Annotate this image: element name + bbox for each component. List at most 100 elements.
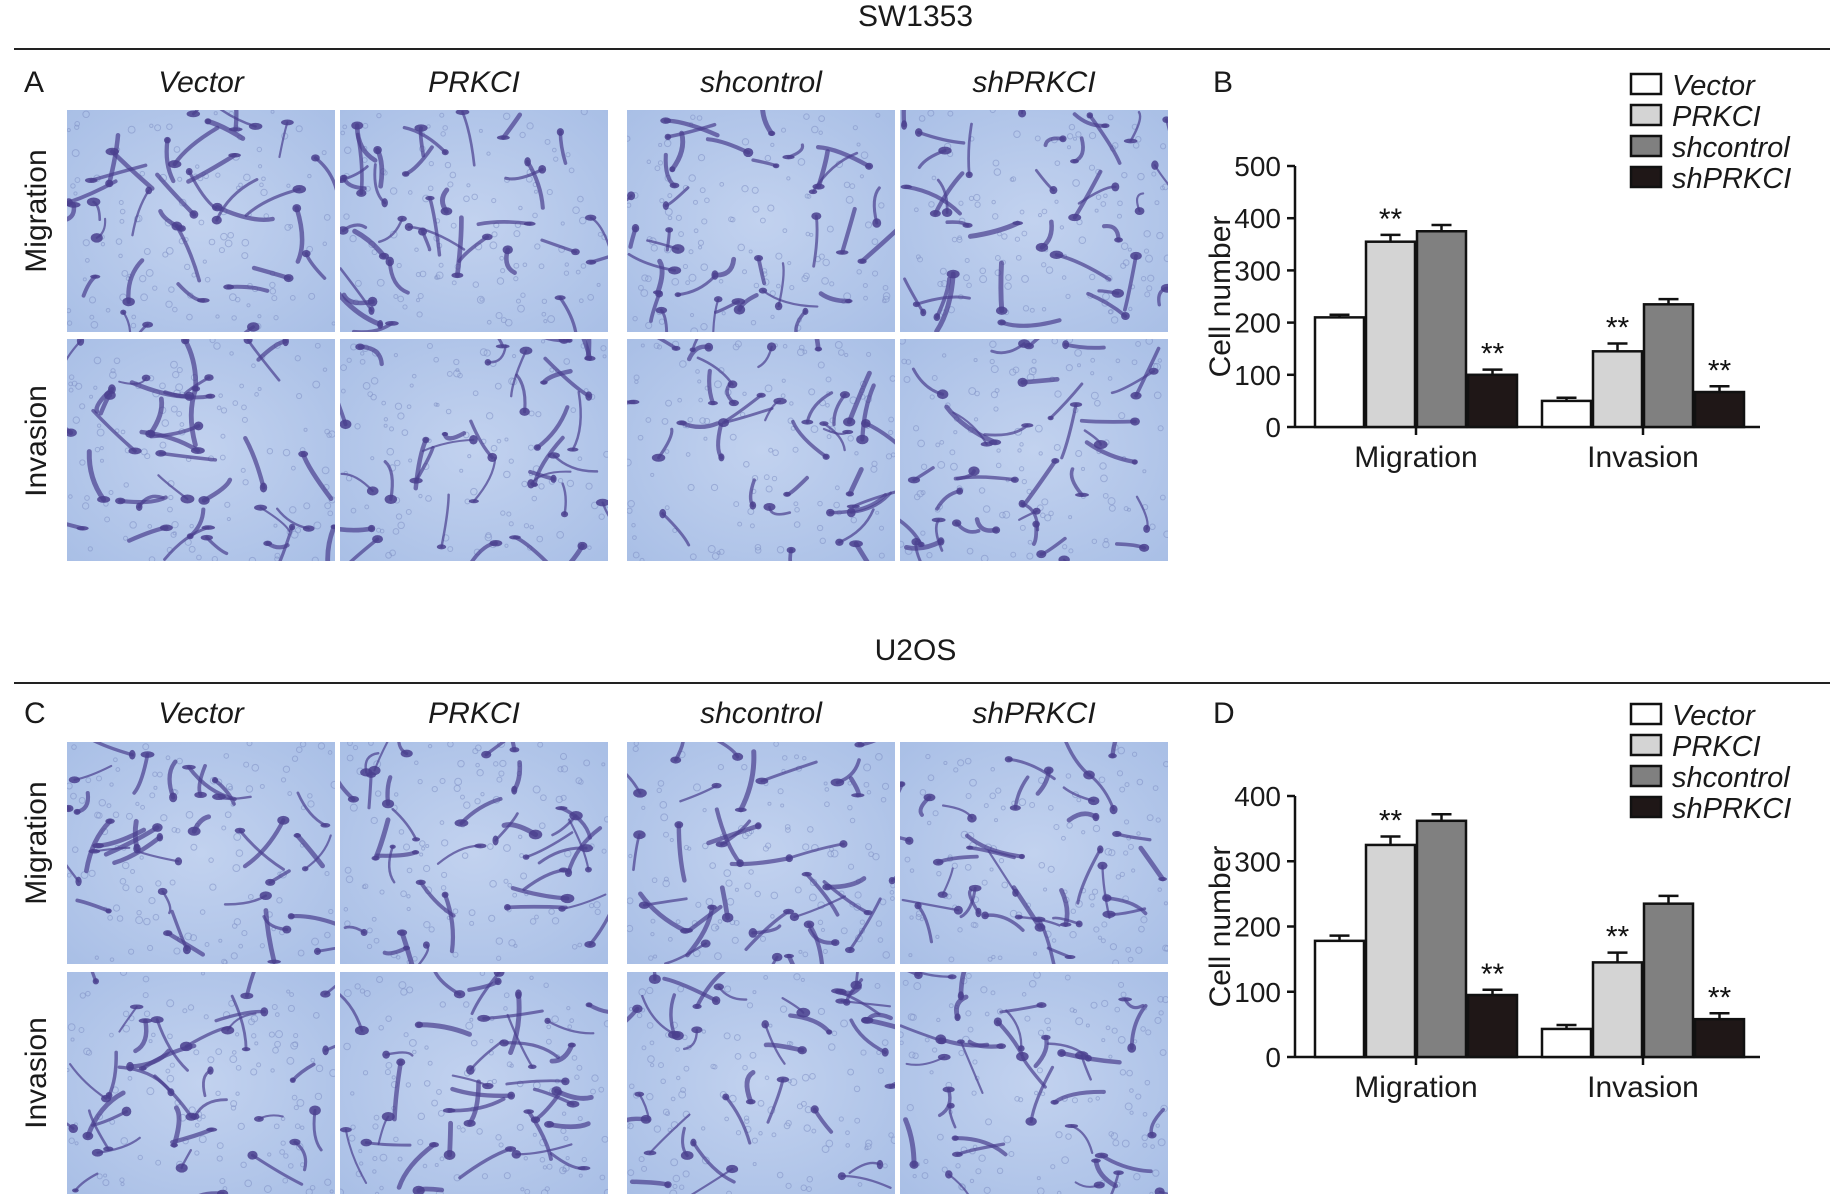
bar	[1642, 902, 1695, 1059]
panel-label-d: D	[1213, 697, 1235, 730]
bar	[1693, 1017, 1746, 1059]
x-tick-label: Migration	[1354, 1071, 1477, 1104]
y-tick-label: 400	[1234, 203, 1281, 234]
chart-svg: 0 100 200 300 400 Cell number ** ** Migration ** *…	[1204, 700, 1791, 1104]
legend-label: shcontrol	[1672, 762, 1791, 794]
legend-swatch	[1629, 103, 1663, 127]
legend-swatch	[1629, 134, 1663, 158]
x-tick-label: Invasion	[1587, 441, 1699, 474]
section-title-u2os: U2OS	[874, 634, 957, 667]
significance-mark: **	[1481, 338, 1505, 371]
column-label-vector: Vector	[158, 66, 244, 99]
bar-chart-sw1353: 0 100 200 300 400 500 Cell number ** ** Migration…	[1190, 70, 1831, 520]
error-bar	[1482, 988, 1503, 996]
bar	[1415, 230, 1468, 429]
micrograph-sw1353-prkci-invasion	[340, 339, 608, 561]
legend-label: Vector	[1672, 70, 1756, 102]
column-label-shcontrol: shcontrol	[700, 66, 822, 99]
error-bar	[1658, 894, 1679, 904]
row-label-invasion: Invasion	[20, 385, 53, 497]
y-tick-label: 0	[1265, 412, 1281, 443]
row-label-migration: Migration	[20, 149, 53, 273]
x-tick-label: Invasion	[1587, 1071, 1699, 1104]
y-axis-label: Cell number	[1204, 216, 1237, 378]
micrograph-sw1353-vector-migration	[67, 110, 335, 332]
micrograph-u2os-prkci-migration	[340, 742, 608, 964]
error-bar	[1431, 223, 1452, 232]
legend-label: PRKCI	[1672, 101, 1761, 133]
bar	[1313, 939, 1366, 1059]
error-bar	[1607, 951, 1628, 963]
error-bar	[1431, 813, 1452, 821]
bar	[1642, 303, 1695, 429]
micrograph-u2os-vector-migration	[67, 742, 335, 964]
y-tick-label: 0	[1265, 1042, 1281, 1073]
bar	[1364, 843, 1417, 1059]
legend-swatch	[1629, 795, 1663, 819]
error-bar	[1380, 233, 1401, 242]
significance-mark: **	[1379, 203, 1403, 236]
bar	[1313, 316, 1366, 429]
column-label-shprkci: shPRKCI	[972, 697, 1096, 730]
bar	[1466, 993, 1519, 1059]
column-label-shprkci: shPRKCI	[972, 66, 1096, 99]
y-tick-label: 100	[1234, 977, 1281, 1008]
bar-chart-u2os: 0 100 200 300 400 Cell number ** ** Migration ** *…	[1190, 700, 1831, 1150]
legend-swatch	[1629, 165, 1663, 189]
bar	[1415, 819, 1468, 1059]
micrograph-u2os-vector-invasion	[67, 972, 335, 1194]
error-bar	[1482, 368, 1503, 375]
y-tick-label: 300	[1234, 846, 1281, 877]
chart-svg: 0 100 200 300 400 500 Cell number ** ** Migration…	[1204, 70, 1791, 474]
error-bar	[1329, 313, 1350, 318]
error-bar	[1380, 835, 1401, 845]
legend-swatch	[1629, 733, 1663, 757]
row-label-invasion: Invasion	[20, 1017, 53, 1129]
panel-label-c: C	[24, 697, 46, 730]
micrograph-u2os-shprkci-migration	[900, 742, 1168, 964]
column-label-vector: Vector	[158, 697, 244, 730]
legend-swatch	[1629, 72, 1663, 96]
bar	[1364, 240, 1417, 429]
bar	[1540, 1027, 1593, 1059]
section-divider	[14, 682, 1830, 684]
legend-swatch	[1629, 702, 1663, 726]
micrograph-u2os-shprkci-invasion	[900, 972, 1168, 1194]
micrograph-sw1353-shprkci-invasion	[900, 339, 1168, 561]
column-label-prkci: PRKCI	[428, 66, 520, 99]
error-bar	[1607, 342, 1628, 352]
significance-mark: **	[1708, 354, 1732, 387]
y-tick-label: 500	[1234, 151, 1281, 182]
error-bar	[1709, 1012, 1730, 1020]
y-axis-label: Cell number	[1204, 846, 1237, 1008]
column-label-shcontrol: shcontrol	[700, 697, 822, 730]
bar	[1540, 399, 1593, 429]
y-tick-label: 300	[1234, 255, 1281, 286]
micrograph-sw1353-shprkci-migration	[900, 110, 1168, 332]
bar	[1591, 961, 1644, 1059]
micrograph-sw1353-shcontrol-migration	[627, 110, 895, 332]
bar	[1693, 390, 1746, 429]
legend-swatch	[1629, 764, 1663, 788]
legend-label: shcontrol	[1672, 132, 1791, 164]
micrograph-sw1353-vector-invasion	[67, 339, 335, 561]
legend-label: shPRKCI	[1672, 793, 1791, 825]
bar	[1591, 350, 1644, 429]
panel-label-b: B	[1213, 66, 1234, 99]
row-label-migration: Migration	[20, 781, 53, 905]
micrograph-u2os-shcontrol-migration	[627, 742, 895, 964]
micrograph-u2os-prkci-invasion	[340, 972, 608, 1194]
y-tick-label: 400	[1234, 781, 1281, 812]
y-tick-label: 200	[1234, 912, 1281, 943]
significance-mark: **	[1606, 921, 1630, 954]
legend-label: shPRKCI	[1672, 163, 1791, 195]
error-bar	[1709, 385, 1730, 393]
section-title-sw1353: SW1353	[857, 0, 974, 33]
legend-label: PRKCI	[1672, 731, 1761, 763]
micrograph-sw1353-shcontrol-invasion	[627, 339, 895, 561]
micrograph-sw1353-prkci-migration	[340, 110, 608, 332]
micrograph-u2os-shcontrol-invasion	[627, 972, 895, 1194]
panel-label-a: A	[24, 66, 45, 99]
significance-mark: **	[1606, 311, 1630, 344]
bar	[1466, 373, 1519, 429]
